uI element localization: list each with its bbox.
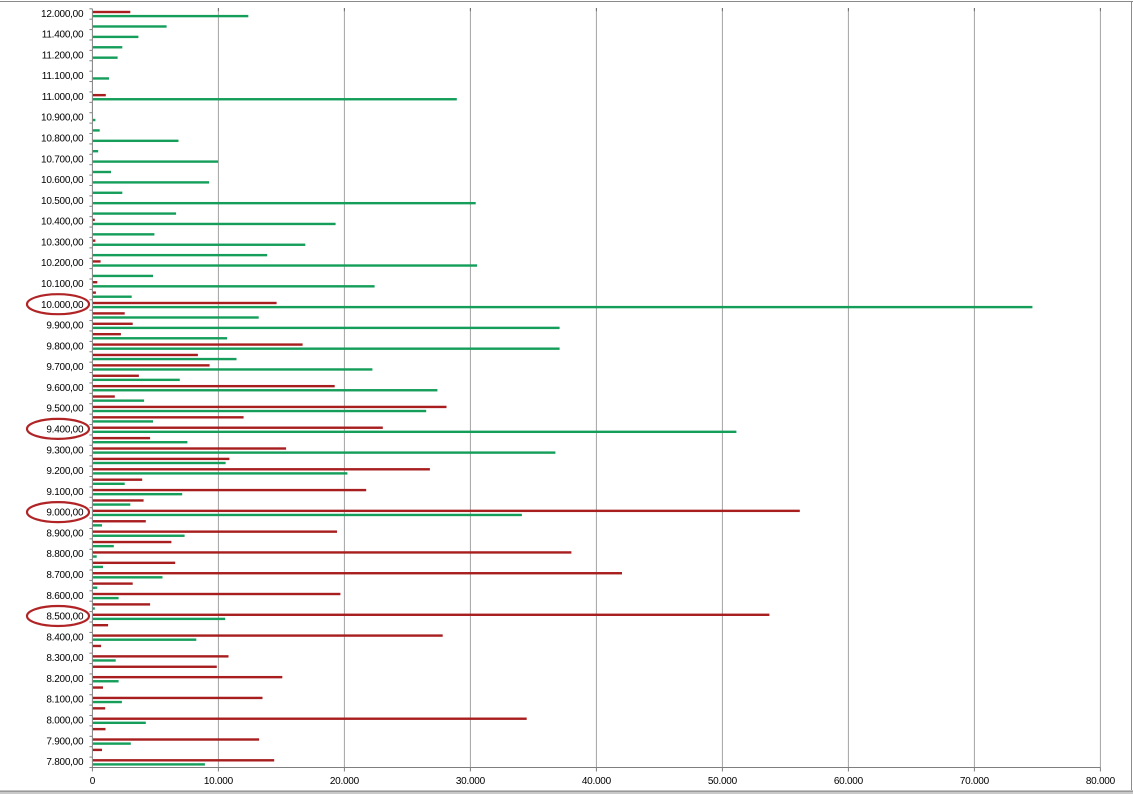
svg-text:8.500,00: 8.500,00	[46, 612, 84, 623]
svg-text:10.000: 10.000	[204, 776, 234, 787]
svg-text:10.300,00: 10.300,00	[41, 237, 84, 248]
svg-text:9.800,00: 9.800,00	[46, 341, 84, 352]
svg-text:9.100,00: 9.100,00	[46, 487, 84, 498]
svg-text:11.000,00: 11.000,00	[42, 92, 84, 103]
svg-text:10.900,00: 10.900,00	[41, 113, 84, 124]
svg-text:50.000: 50.000	[708, 776, 738, 787]
svg-text:8.000,00: 8.000,00	[46, 716, 84, 727]
svg-text:30.000: 30.000	[456, 776, 486, 787]
svg-text:70.000: 70.000	[960, 776, 990, 787]
svg-text:10.700,00: 10.700,00	[41, 154, 84, 165]
svg-text:9.600,00: 9.600,00	[46, 383, 84, 394]
svg-text:10.400,00: 10.400,00	[41, 217, 84, 228]
svg-text:20.000: 20.000	[330, 776, 360, 787]
svg-text:10.200,00: 10.200,00	[41, 258, 84, 269]
svg-text:11.100,00: 11.100,00	[42, 71, 84, 82]
svg-text:10.800,00: 10.800,00	[41, 134, 84, 145]
svg-text:9.900,00: 9.900,00	[46, 321, 84, 332]
svg-text:9.000,00: 9.000,00	[46, 508, 84, 519]
svg-text:12.000,00: 12.000,00	[41, 9, 84, 20]
svg-text:10.000,00: 10.000,00	[41, 300, 84, 311]
svg-text:9.300,00: 9.300,00	[46, 445, 84, 456]
svg-text:9.700,00: 9.700,00	[46, 362, 84, 373]
svg-text:10.600,00: 10.600,00	[41, 175, 84, 186]
svg-text:0: 0	[90, 776, 96, 787]
svg-text:9.400,00: 9.400,00	[46, 425, 84, 436]
svg-text:9.500,00: 9.500,00	[46, 404, 84, 415]
svg-text:8.900,00: 8.900,00	[46, 528, 84, 539]
svg-text:80.000: 80.000	[1086, 776, 1116, 787]
svg-text:8.100,00: 8.100,00	[46, 695, 84, 706]
svg-text:10.500,00: 10.500,00	[41, 196, 84, 207]
svg-text:40.000: 40.000	[582, 776, 612, 787]
svg-text:7.800,00: 7.800,00	[46, 757, 84, 768]
svg-text:10.100,00: 10.100,00	[41, 279, 84, 290]
svg-text:11.200,00: 11.200,00	[42, 50, 84, 61]
svg-text:11.400,00: 11.400,00	[42, 30, 84, 41]
svg-text:8.400,00: 8.400,00	[46, 632, 84, 643]
svg-text:60.000: 60.000	[834, 776, 864, 787]
svg-text:8.600,00: 8.600,00	[46, 591, 84, 602]
svg-text:8.200,00: 8.200,00	[46, 674, 84, 685]
svg-text:8.700,00: 8.700,00	[46, 570, 84, 581]
svg-text:7.900,00: 7.900,00	[46, 736, 84, 747]
svg-text:8.300,00: 8.300,00	[46, 653, 84, 664]
svg-text:8.800,00: 8.800,00	[46, 549, 84, 560]
svg-text:9.200,00: 9.200,00	[46, 466, 84, 477]
